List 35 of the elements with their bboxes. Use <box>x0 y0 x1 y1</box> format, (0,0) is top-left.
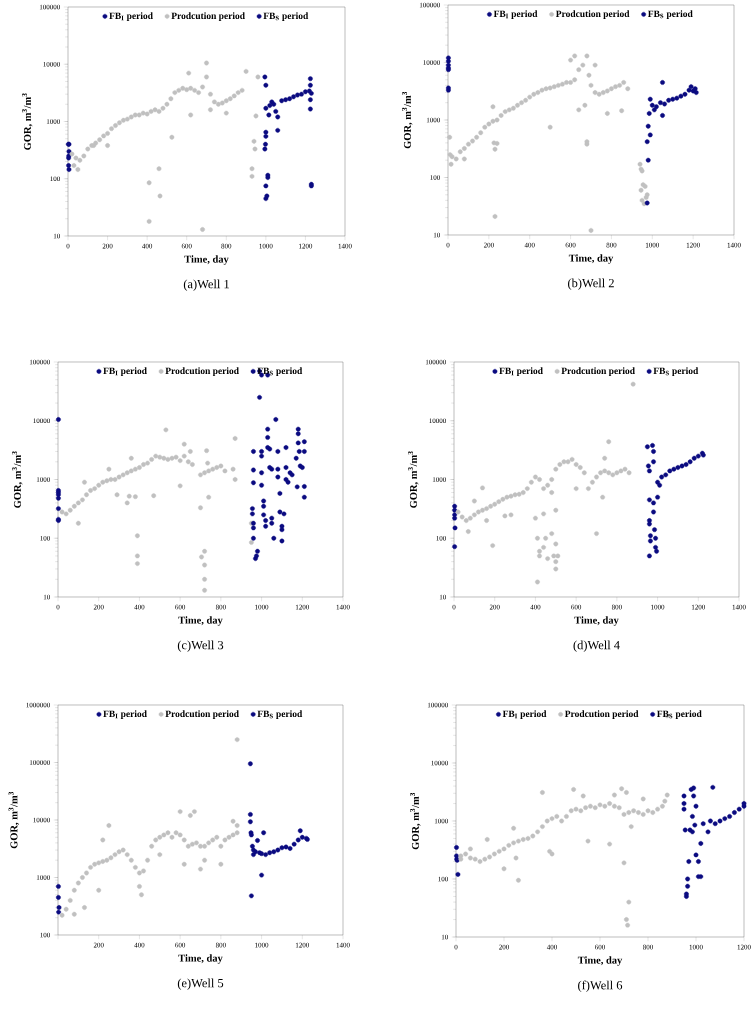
legend-label: Prodcution period <box>564 710 639 719</box>
x-axis-title: Time, day <box>178 954 223 964</box>
x-axis-title: Time, day <box>178 616 223 626</box>
legend-label: FB$_{S}$ period <box>263 12 309 21</box>
legend-label: Prodcution period <box>165 710 239 719</box>
legend-label: FB$_{S}$ period <box>653 367 699 376</box>
legend-label: Prodcution period <box>555 10 630 19</box>
y-axis-title: GOR, m$^{3}$/m$^{3}$ <box>12 451 23 508</box>
text: (a)Well 1 <box>183 279 229 291</box>
legend-label: Prodcution period <box>171 12 245 21</box>
legend-label: Prodcution period <box>561 367 635 376</box>
y-axis-title: GOR, m$^{3}$/m$^{3}$ <box>410 792 421 850</box>
legend-label: FB$_{I}$ period <box>499 367 543 376</box>
legend-label: FB$_{S}$ period <box>656 710 702 719</box>
x-axis-title: Time, day <box>568 254 614 264</box>
x-axis-title: Time, day <box>184 255 229 265</box>
legend-label: Prodcution period <box>165 367 239 376</box>
legend-label: FB$_{I}$ period <box>502 710 547 719</box>
y-axis-title: GOR, m$^{3}$/m$^{3}$ <box>8 791 19 849</box>
legend-label: FB$_{S}$ period <box>257 710 303 719</box>
y-axis-title: GOR, m$^{3}$/m$^{3}$ <box>22 93 33 150</box>
text: (f)Well 6 <box>578 980 623 992</box>
y-axis-title: GOR, m$^{3}$/m$^{3}$ <box>402 91 413 149</box>
legend-label: FB$_{I}$ period <box>103 710 147 719</box>
x-axis-title: Time, day <box>574 616 619 626</box>
legend-label: FB$_{I}$ period <box>493 10 538 19</box>
y-axis-title: GOR, m$^{3}$/m$^{3}$ <box>408 451 419 508</box>
legend-label: FB$_{I}$ period <box>103 367 147 376</box>
text: (b)Well 2 <box>568 278 614 290</box>
legend-label: FB$_{S}$ period <box>647 10 693 19</box>
x-axis-title: Time, day <box>577 956 623 966</box>
text: (e)Well 5 <box>177 978 224 990</box>
legend-label: FB$_{I}$ period <box>109 12 153 21</box>
text: (c)Well 3 <box>177 640 224 652</box>
text: (d)Well 4 <box>573 640 620 652</box>
